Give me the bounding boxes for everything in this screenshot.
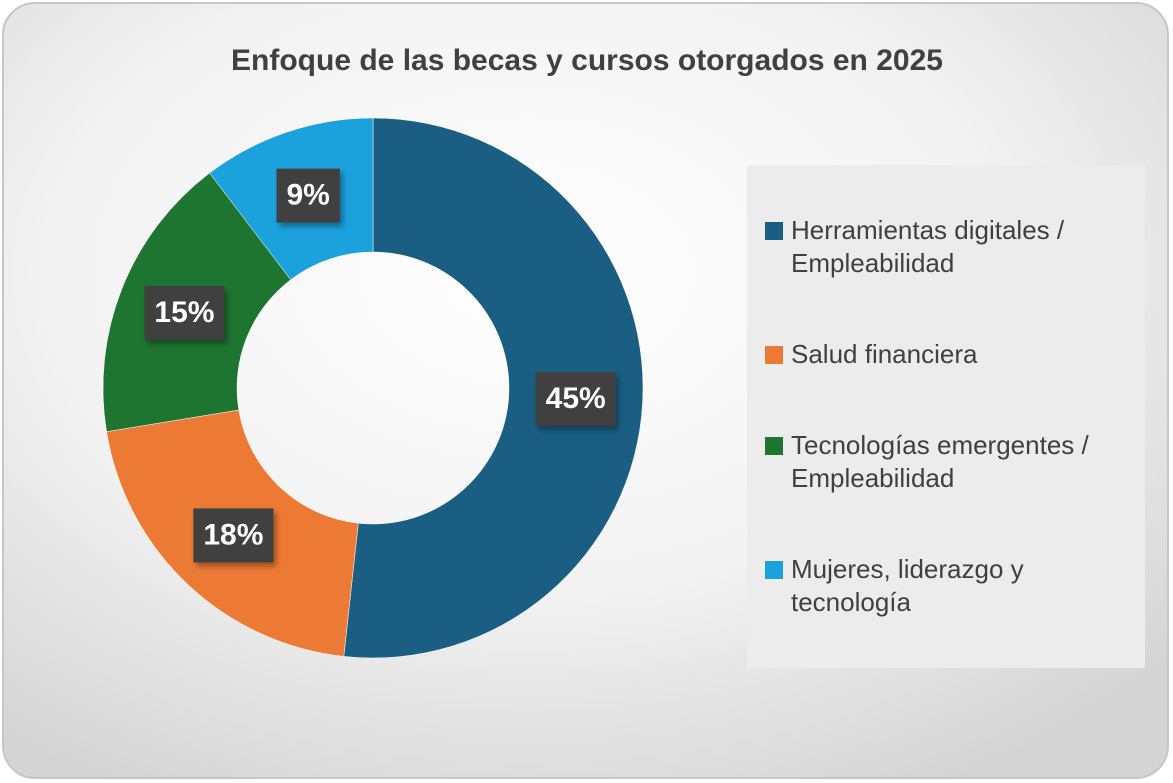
data-label: 9% bbox=[276, 168, 340, 223]
legend: Herramientas digitales / Empleabilidad Sa… bbox=[747, 165, 1145, 668]
legend-label: Mujeres, liderazgo y tecnología bbox=[791, 554, 1024, 617]
data-label-text: 45% bbox=[546, 382, 606, 415]
donut-segment bbox=[343, 117, 644, 659]
legend-swatch bbox=[765, 437, 783, 455]
data-label-text: 15% bbox=[154, 296, 214, 329]
legend-entry: Salud financiera bbox=[765, 338, 1135, 371]
data-label-text: 18% bbox=[203, 518, 263, 551]
data-label: 15% bbox=[144, 285, 225, 340]
data-label-box bbox=[276, 168, 340, 223]
data-label-text: 9% bbox=[287, 179, 330, 212]
legend-swatch bbox=[765, 222, 783, 240]
data-label-box bbox=[535, 371, 616, 426]
legend-label: Herramientas digitales / Empleabilidad bbox=[791, 215, 1065, 278]
data-label-box bbox=[144, 285, 225, 340]
legend-label: Tecnologías emergentes / Empleabilidad bbox=[791, 430, 1089, 493]
data-label: 45% bbox=[535, 371, 616, 426]
legend-swatch bbox=[765, 346, 783, 364]
legend-entry: Mujeres, liderazgo y tecnología bbox=[765, 553, 1135, 619]
legend-swatch bbox=[765, 561, 783, 579]
data-label-box bbox=[193, 508, 274, 563]
chart-title: Enfoque de las becas y cursos otorgados … bbox=[231, 44, 943, 77]
legend-label: Salud financiera bbox=[791, 339, 978, 369]
data-label: 18% bbox=[193, 508, 274, 563]
legend-entry: Tecnologías emergentes / Empleabilidad bbox=[765, 429, 1135, 495]
legend-entry: Herramientas digitales / Empleabilidad bbox=[765, 214, 1135, 280]
